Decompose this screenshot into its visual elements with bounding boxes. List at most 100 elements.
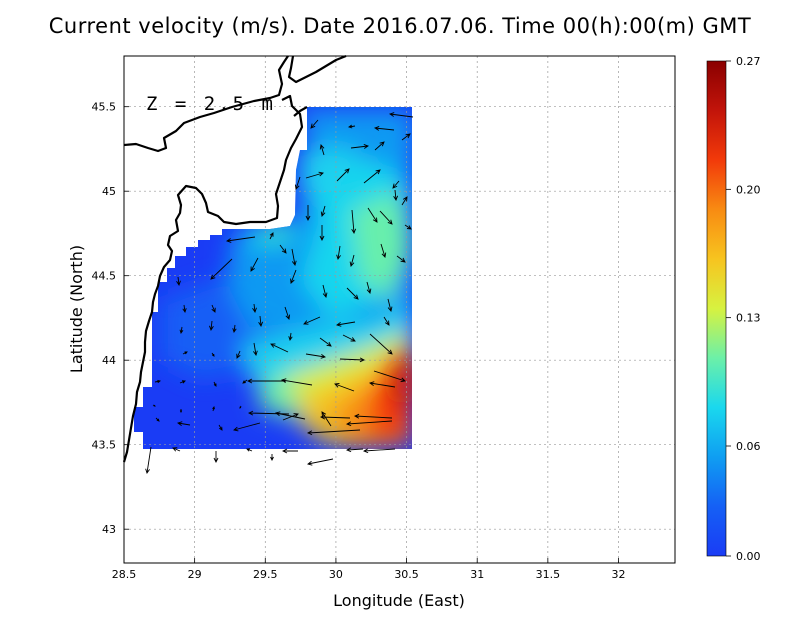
y-tick-label: 45.5 (92, 101, 117, 114)
velocity-arrow (247, 410, 290, 416)
y-tick-label: 45 (102, 185, 116, 198)
colorbar-tick-label: 0.00 (736, 550, 761, 563)
velocity-arrow (182, 351, 188, 355)
velocity-arrow (177, 421, 191, 426)
colorbar: 0.00 0.06 0.13 0.20 0.27 (706, 55, 761, 563)
velocity-arrow (350, 144, 369, 149)
velocity-arrow (269, 232, 274, 240)
x-tick-label: 30.5 (394, 568, 419, 581)
velocity-arrow (404, 224, 412, 230)
x-tick-label: 31.5 (536, 568, 561, 581)
x-tick-label: 30 (329, 568, 343, 581)
velocity-arrow (336, 321, 356, 327)
velocity-arrow (363, 169, 381, 184)
velocity-arrow (387, 298, 393, 312)
velocity-arrow (210, 258, 233, 280)
velocity-arrow (211, 304, 216, 313)
velocity-arrow (303, 316, 321, 325)
colorbar-ramp (707, 61, 726, 556)
velocity-arrow (294, 176, 301, 190)
velocity-arrow (145, 446, 152, 474)
velocity-arrow (345, 447, 364, 453)
velocity-arrow (252, 303, 257, 313)
velocity-arrow (226, 236, 256, 243)
velocity-arrow (290, 269, 297, 284)
velocity-arrow (270, 343, 289, 353)
velocity-arrow (342, 334, 356, 342)
colorbar-tick-label: 0.27 (736, 55, 761, 68)
velocity-vectors (145, 112, 414, 474)
velocity-arrow (369, 333, 393, 355)
velocity-arrow (346, 287, 359, 300)
velocity-arrow (322, 284, 328, 298)
velocity-arrow (305, 171, 324, 179)
velocity-arrow (307, 458, 334, 466)
x-tick-label: 29.5 (253, 568, 278, 581)
y-tick-label: 44.5 (92, 270, 117, 283)
velocity-arrow (349, 254, 355, 267)
velocity-arrow (182, 304, 187, 313)
velocity-arrow (401, 133, 411, 141)
velocity-arrow (246, 378, 286, 384)
x-tick-label: 28.5 (112, 568, 137, 581)
velocity-arrow (172, 447, 181, 452)
velocity-arrow (319, 144, 325, 156)
velocity-arrow (374, 141, 385, 151)
velocity-arrow (345, 420, 393, 427)
colorbar-tick-label: 0.13 (736, 312, 761, 325)
velocity-arrow (179, 326, 184, 334)
velocity-arrow (242, 379, 248, 384)
velocity-arrow (179, 409, 183, 414)
velocity-arrow (319, 337, 332, 347)
velocity-arrow (348, 124, 356, 129)
velocity-arrow (270, 454, 274, 462)
velocity-arrow (334, 383, 355, 392)
velocity-arrow (176, 276, 181, 286)
velocity-arrow (369, 381, 396, 388)
y-axis-label: Latitude (North) (67, 245, 86, 373)
velocity-arrow (310, 119, 319, 129)
velocity-arrow (319, 225, 325, 242)
velocity-arrow (258, 315, 264, 328)
velocity-arrow (305, 353, 326, 359)
velocity-arrow (246, 448, 253, 452)
velocity-arrow (213, 381, 217, 387)
velocity-arrow (232, 324, 237, 333)
velocity-arrow (366, 281, 372, 294)
x-tick-label: 32 (611, 568, 625, 581)
velocity-arrow (291, 248, 297, 266)
velocity-arrow (306, 429, 361, 436)
colorbar-tick-label: 0.20 (736, 183, 761, 196)
y-tick-label: 43.5 (92, 439, 117, 452)
velocity-arrow (393, 189, 399, 202)
velocity-arrow (211, 352, 215, 357)
velocity-arrow (213, 451, 219, 464)
depth-label: Z = 2.5 m (146, 93, 276, 115)
velocity-arrow (336, 245, 341, 260)
velocity-field (134, 107, 412, 449)
velocity-arrow (218, 424, 223, 431)
velocity-arrow (380, 243, 387, 258)
x-axis-label: Longitude (East) (333, 591, 465, 610)
velocity-arrow (155, 417, 160, 422)
velocity-arrow (282, 413, 299, 421)
coastline (122, 54, 347, 463)
velocity-arrow (367, 207, 378, 223)
velocity-arrow (373, 126, 395, 131)
velocity-arrow (253, 342, 258, 356)
velocity-arrow (392, 180, 400, 189)
velocity-arrow (320, 205, 326, 217)
velocity-arrow (389, 112, 414, 118)
velocity-arrow (339, 357, 366, 363)
x-tick-label: 31 (470, 568, 484, 581)
x-tick-labels: 28.5 29 29.5 30 30.5 31 31.5 32 (112, 558, 625, 581)
velocity-arrow (401, 196, 408, 206)
velocity-arrow (279, 244, 287, 254)
colorbar-frame (706, 60, 727, 557)
y-tick-label: 44 (102, 354, 116, 367)
plot-frame (123, 55, 676, 564)
x-tick-label: 29 (188, 568, 202, 581)
chart-title: Current velocity (m/s). Date 2016.07.06.… (48, 14, 752, 38)
velocity-arrow (281, 378, 313, 386)
